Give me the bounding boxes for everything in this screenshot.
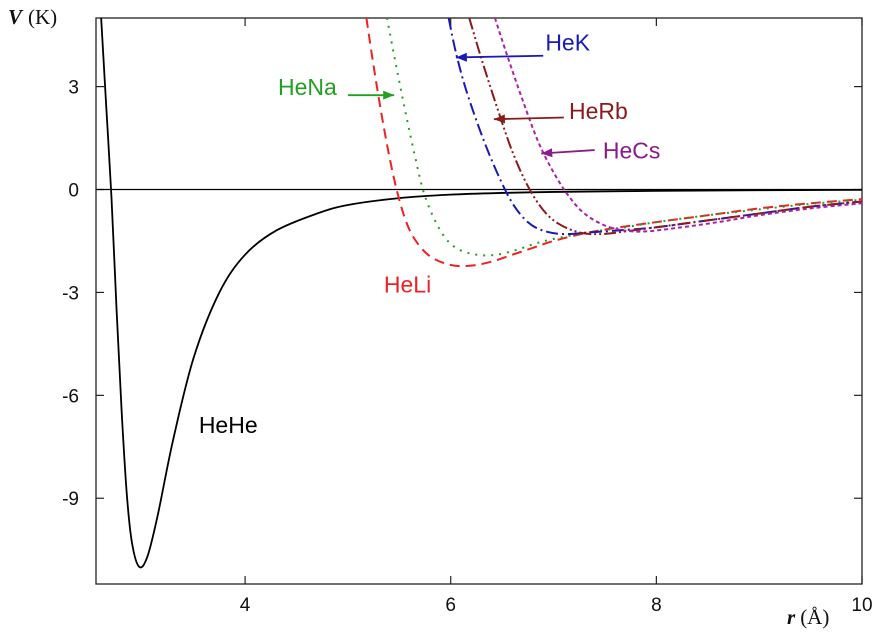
series-hecs-line: [493, 18, 862, 233]
y-tick-label: -6: [62, 386, 79, 407]
arrowhead-hena: [383, 90, 395, 100]
curve-labels: HeHe HeLi HeNa HeK HeRb HeCs: [199, 30, 661, 438]
arrowhead-hek: [455, 52, 467, 62]
label-hecs: HeCs: [603, 138, 661, 164]
x-tick-label: 8: [651, 595, 662, 616]
label-hek: HeK: [545, 30, 590, 56]
axis-ticks: 4 6 8 10 3 0 -3 -6 -9: [62, 18, 873, 616]
y-tick-label: 0: [68, 181, 79, 202]
series-herb-line: [468, 18, 862, 236]
x-tick-label: 6: [445, 595, 456, 616]
arrowhead-hecs: [541, 148, 553, 158]
label-hena: HeNa: [278, 74, 337, 100]
arrow-hek: [455, 54, 544, 59]
arrow-herb: [493, 116, 564, 121]
y-tick-label: -9: [62, 489, 79, 510]
y-tick-label: 3: [68, 78, 79, 99]
x-tick-label: 10: [851, 595, 872, 616]
label-herb: HeRb: [569, 98, 628, 124]
label-heli: HeLi: [384, 271, 431, 297]
series-hek-line: [447, 18, 862, 236]
y-axis-title: V (K): [8, 5, 57, 29]
label-hehe: HeHe: [199, 412, 258, 438]
y-tick-label: -3: [62, 283, 79, 304]
x-axis-title: r (Å): [787, 605, 829, 629]
plot-frame: [95, 17, 863, 585]
x-tick-label: 4: [240, 595, 251, 616]
series-hehe-line: [100, 18, 862, 569]
label-arrows: [347, 52, 595, 158]
curves: [100, 18, 862, 569]
arrowhead-herb: [493, 114, 506, 124]
